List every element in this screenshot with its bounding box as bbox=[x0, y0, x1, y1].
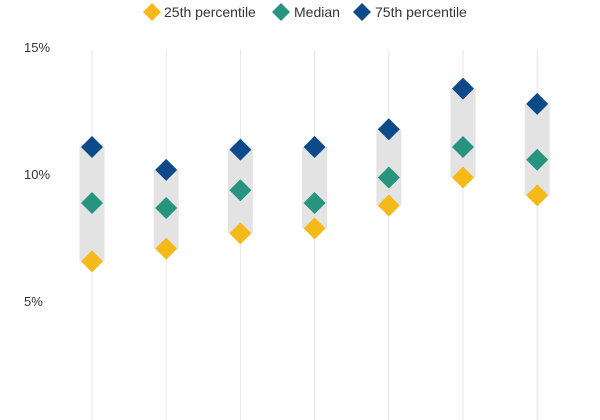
y-axis-ticks: 15% 10% 5% bbox=[24, 40, 50, 309]
legend-25th-percentile-swatch bbox=[143, 3, 161, 21]
legend-75th-percentile-swatch bbox=[353, 3, 371, 21]
75th-percentile-marker-1 bbox=[81, 136, 103, 159]
legend-median-label: Median bbox=[294, 4, 340, 20]
y-tick-label-15pct: 15% bbox=[24, 40, 50, 55]
median-marker-1 bbox=[81, 191, 103, 214]
75th-percentile-marker-4 bbox=[303, 136, 326, 159]
25th-percentile-marker-2 bbox=[155, 237, 178, 260]
25th-percentile-marker-3 bbox=[229, 222, 252, 245]
25th-percentile-marker-5 bbox=[377, 194, 400, 217]
25th-percentile-marker-7 bbox=[526, 184, 549, 207]
data-markers bbox=[81, 77, 549, 273]
75th-percentile-marker-7 bbox=[526, 92, 549, 115]
legend-75th-percentile-label: 75th percentile bbox=[375, 4, 467, 20]
median-marker-7 bbox=[526, 148, 549, 171]
75th-percentile-marker-5 bbox=[377, 118, 400, 141]
y-tick-label-10pct: 10% bbox=[24, 167, 50, 182]
range-band-6 bbox=[450, 88, 476, 178]
range-band-4 bbox=[302, 147, 328, 229]
75th-percentile-marker-3 bbox=[229, 138, 252, 161]
median-marker-2 bbox=[155, 197, 178, 220]
legend-median-swatch bbox=[272, 3, 290, 21]
median-marker-5 bbox=[377, 166, 400, 189]
y-tick-label-5pct: 5% bbox=[24, 294, 43, 309]
median-marker-3 bbox=[229, 179, 252, 202]
75th-percentile-marker-2 bbox=[155, 158, 178, 181]
median-marker-6 bbox=[452, 136, 474, 159]
legend: 25th percentile Median 75th percentile bbox=[143, 3, 467, 21]
75th-percentile-marker-6 bbox=[452, 77, 474, 100]
25th-percentile-marker-1 bbox=[81, 250, 103, 273]
legend-25th-percentile-label: 25th percentile bbox=[164, 4, 256, 20]
25th-percentile-marker-6 bbox=[452, 166, 474, 189]
median-marker-4 bbox=[303, 191, 326, 214]
25th-percentile-marker-4 bbox=[303, 217, 326, 240]
